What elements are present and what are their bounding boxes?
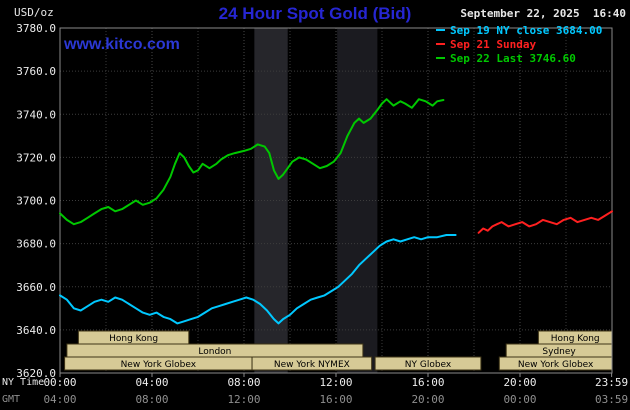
series-line-sep19 <box>59 234 457 325</box>
session-label: London <box>198 347 231 357</box>
legend-label: Sep 19 NY close 3684.00 <box>450 23 603 37</box>
legend-dash-icon <box>436 43 445 45</box>
chart-title: 24 Hour Spot Gold (Bid) <box>218 4 412 23</box>
y-tick-label: 3680.0 <box>16 238 56 251</box>
legend-dash-icon <box>436 29 445 31</box>
x-tick-label-gmt: 04:00 <box>43 393 76 406</box>
session-label: New York NYMEX <box>274 360 350 370</box>
y-tick-label: 3780.0 <box>16 22 56 35</box>
x-tick-label-gmt: 03:59 <box>595 393 628 406</box>
legend-item: Sep 19 NY close 3684.00 <box>436 23 602 37</box>
session-label: Sydney <box>542 347 576 357</box>
y-tick-label: 3640.0 <box>16 324 56 337</box>
x-tick-label-ny: 23:59 <box>595 376 628 389</box>
x-tick-label-gmt: 12:00 <box>227 393 260 406</box>
y-tick-label: 3720.0 <box>16 151 56 164</box>
x-tick-label-ny: 16:00 <box>411 376 444 389</box>
session-box <box>374 356 482 371</box>
session-label: Hong Kong <box>109 334 158 344</box>
legend-label: Sep 22 Last 3746.60 <box>450 51 576 65</box>
y-tick-label: 3740.0 <box>16 108 56 121</box>
session-label: Hong Kong <box>551 334 600 344</box>
x-tick-label-gmt: 20:00 <box>411 393 444 406</box>
y-tick-label: 3620.0 <box>16 367 56 380</box>
series-line-sep22 <box>59 98 445 226</box>
datetime-label: September 22, 2025 16:40 <box>460 7 626 20</box>
legend-item: Sep 21 Sunday <box>436 37 602 51</box>
x-tick-label-ny: 08:00 <box>227 376 260 389</box>
ny-time-axis-label: NY Time <box>2 377 45 388</box>
y-tick-label: 3660.0 <box>16 281 56 294</box>
x-tick-label-ny: 00:00 <box>43 376 76 389</box>
legend-dash-icon <box>436 57 445 59</box>
session-label: NY Globex <box>405 360 452 370</box>
gmt-axis-label: GMT <box>2 394 21 405</box>
legend: Sep 19 NY close 3684.00 Sep 21 Sunday Sep … <box>436 23 602 65</box>
units-label: USD/oz <box>14 6 54 19</box>
x-tick-label-ny: 04:00 <box>135 376 168 389</box>
x-tick-label-gmt: 08:00 <box>135 393 168 406</box>
x-tick-label-ny: 20:00 <box>503 376 536 389</box>
x-tick-label-gmt: 16:00 <box>319 393 352 406</box>
session-label: New York Globex <box>518 360 594 370</box>
session-label: New York Globex <box>121 360 197 370</box>
session-box <box>251 356 373 371</box>
x-tick-label-ny: 12:00 <box>319 376 352 389</box>
y-tick-label: 3760.0 <box>16 65 56 78</box>
x-tick-label-gmt: 00:00 <box>503 393 536 406</box>
y-tick-label: 3700.0 <box>16 195 56 208</box>
kitco-watermark-link[interactable]: www.kitco.com <box>64 36 180 53</box>
legend-label: Sep 21 Sunday <box>450 37 537 51</box>
legend-item: Sep 22 Last 3746.60 <box>436 51 602 65</box>
series-line-sep21 <box>477 210 613 234</box>
